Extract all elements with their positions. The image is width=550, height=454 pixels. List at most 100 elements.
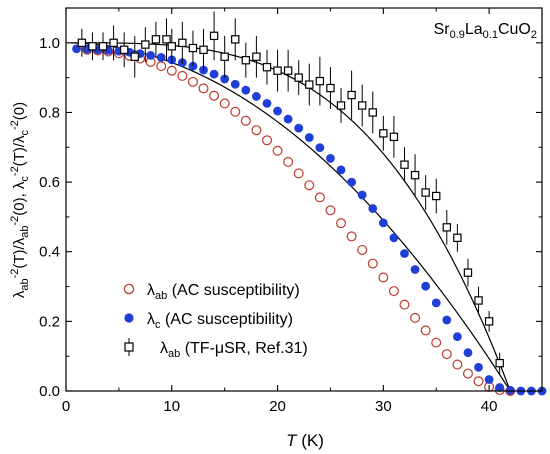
data-point-musr: [357, 101, 367, 110]
legend-marker-open-square: [124, 342, 134, 352]
data-point-musr: [294, 73, 303, 82]
data-point-musr: [484, 317, 494, 326]
data-point-ab: [388, 286, 399, 297]
data-point-ab: [420, 325, 431, 336]
data-point-musr: [474, 296, 483, 305]
data-point-c: [156, 53, 166, 62]
data-point-musr: [262, 62, 272, 72]
data-point-musr: [151, 35, 161, 44]
fit-line-musr: [71, 42, 511, 392]
data-point-c: [294, 123, 304, 133]
y-tick-label: 0.2: [39, 313, 60, 330]
data-point-ab: [251, 125, 262, 136]
data-point-ab: [293, 168, 304, 179]
data-point-musr: [231, 35, 240, 44]
data-point-c: [209, 69, 219, 79]
series-lambda-ab-ac: [82, 44, 516, 397]
data-point-musr: [347, 90, 356, 100]
data-point-ab: [261, 135, 272, 146]
data-point-musr: [88, 42, 97, 51]
data-point-musr: [368, 108, 377, 117]
data-point-ab: [219, 98, 230, 109]
data-point-musr: [119, 45, 129, 54]
data-point-ab: [357, 244, 368, 255]
data-point-ab: [462, 368, 473, 379]
legend-entry-lambda-ab-ac: λab (AC susceptibility): [123, 282, 300, 302]
data-point-ab: [346, 231, 357, 242]
data-point-musr: [305, 80, 314, 89]
y-tick-label: 0.0: [39, 383, 60, 400]
data-point-c: [188, 61, 198, 71]
y-axis-ticks: 0.0 0.2 0.4 0.6 0.8 1.0: [39, 7, 542, 400]
data-point-c: [304, 133, 314, 142]
data-point-ab: [166, 65, 177, 76]
data-point-musr: [326, 83, 335, 93]
data-point-c: [368, 204, 378, 213]
data-point-musr: [188, 43, 198, 53]
data-point-musr: [209, 31, 219, 41]
data-point-ab: [378, 272, 389, 283]
data-point-musr: [336, 101, 346, 110]
legend-label-lambda-c-ac: λc (AC susceptibility): [147, 311, 293, 331]
data-point-c: [431, 298, 441, 308]
data-point-musr: [453, 233, 462, 242]
x-axis-ticks: 0 10 20 30 40: [62, 8, 543, 415]
legend-label-lambda-ab-musr: λab (TF-μSR, Ref.31): [160, 340, 308, 360]
data-point-musr: [421, 188, 430, 197]
data-point-musr: [400, 160, 409, 169]
data-point-c: [252, 92, 261, 101]
data-point-ab: [177, 70, 188, 81]
data-point-c: [505, 385, 515, 395]
data-point-c: [241, 85, 251, 95]
data-point-ab: [367, 258, 378, 269]
data-point-musr: [178, 38, 187, 48]
y-tick-label: 0.6: [39, 174, 60, 191]
data-point-c: [315, 143, 325, 153]
data-point-ab: [272, 145, 283, 156]
data-point-c: [357, 190, 367, 200]
data-point-c: [146, 50, 156, 60]
data-point-c: [389, 233, 399, 243]
data-point-musr: [379, 129, 388, 138]
data-point-c: [283, 114, 293, 124]
x-tick-label: 0: [62, 398, 70, 415]
data-point-c: [326, 154, 335, 163]
x-axis-label: T (K): [286, 431, 324, 450]
data-point-c: [230, 79, 240, 89]
data-point-c: [220, 74, 230, 84]
data-point-musr: [167, 42, 176, 51]
x-tick-label: 20: [269, 398, 286, 415]
data-point-ab: [156, 61, 167, 72]
y-tick-label: 0.8: [39, 104, 60, 121]
data-point-musr: [463, 268, 473, 277]
y-tick-label: 1.0: [39, 35, 60, 52]
data-point-musr: [389, 132, 399, 142]
data-point-musr: [495, 358, 504, 368]
data-point-c: [452, 332, 462, 342]
legend-label-lambda-ab-ac: λab (AC susceptibility): [147, 282, 300, 302]
legend-marker-filled-circle: [124, 313, 134, 323]
data-point-musr: [220, 52, 229, 61]
data-point-c: [495, 383, 505, 392]
data-point-c: [410, 265, 420, 274]
legend-entry-lambda-c-ac: λc (AC susceptibility): [124, 311, 293, 331]
plot-frame: [65, 7, 543, 392]
data-point-musr: [252, 52, 261, 61]
data-point-ab: [336, 218, 347, 229]
data-point-musr: [315, 76, 325, 86]
data-point-c: [336, 165, 346, 175]
data-point-musr: [283, 66, 293, 75]
data-point-ab: [473, 376, 484, 387]
x-tick-label: 10: [163, 398, 180, 415]
legend: λab (AC susceptibility) λc (AC susceptib…: [123, 282, 308, 360]
data-point-ab: [325, 205, 336, 216]
legend-marker-open-circle: [123, 283, 135, 295]
data-point-musr: [410, 170, 420, 180]
data-point-musr: [432, 191, 441, 201]
data-point-ab: [452, 359, 463, 370]
data-point-ab: [441, 349, 452, 360]
data-point-musr: [141, 40, 150, 49]
data-point-c: [484, 375, 494, 384]
data-point-ab: [399, 299, 410, 310]
